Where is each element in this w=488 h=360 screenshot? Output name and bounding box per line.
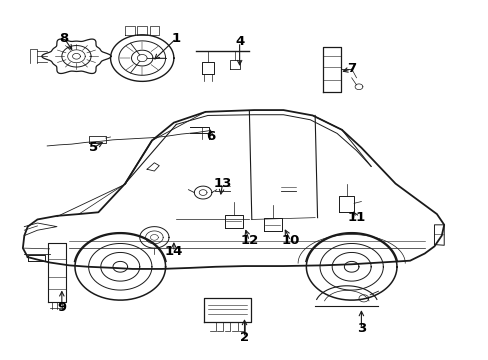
- Text: 4: 4: [235, 35, 244, 49]
- Text: 6: 6: [205, 130, 215, 144]
- Text: 10: 10: [281, 234, 299, 247]
- Text: 5: 5: [89, 141, 98, 154]
- Text: 12: 12: [240, 234, 258, 247]
- Text: 3: 3: [356, 322, 366, 335]
- Text: 7: 7: [346, 62, 355, 75]
- Text: 2: 2: [240, 331, 248, 344]
- Text: 11: 11: [346, 211, 365, 224]
- Text: 8: 8: [60, 32, 69, 45]
- Text: 1: 1: [171, 32, 181, 45]
- Text: 13: 13: [213, 177, 231, 190]
- Text: 9: 9: [57, 301, 66, 314]
- Text: 14: 14: [164, 245, 183, 258]
